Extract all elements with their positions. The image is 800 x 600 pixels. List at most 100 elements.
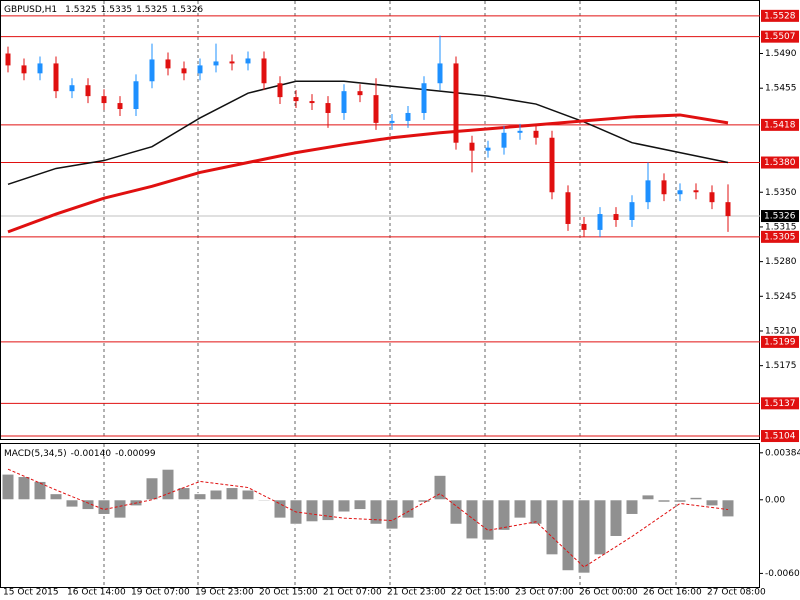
histogram-bar [481, 499, 495, 541]
histogram-bar [193, 493, 207, 501]
candle-body [565, 192, 571, 224]
histogram-bar [49, 493, 63, 501]
candle-body [597, 214, 603, 230]
histogram-bar [513, 499, 527, 519]
y-tick-label: 0.00 [765, 495, 785, 505]
histogram-bar [305, 499, 319, 523]
histogram-bar [145, 477, 159, 501]
level-label: 1.5137 [764, 399, 796, 409]
level-label: 1.5380 [764, 158, 796, 168]
x-tick-label: 20 Oct 15:00 [259, 588, 318, 598]
y-tick-label: 1.5455 [765, 84, 797, 94]
candle-body [197, 65, 203, 74]
histogram-bar [673, 499, 687, 503]
histogram-bar [161, 468, 175, 501]
macd-title: MACD(5,34,5) -0.00140 -0.00099 [4, 449, 156, 459]
histogram-bar [657, 499, 671, 503]
histogram-bar [577, 499, 591, 574]
candle-body [277, 83, 283, 98]
candle-body [85, 85, 91, 97]
histogram-bar [273, 499, 287, 519]
readout: -0.00099 [115, 449, 156, 459]
x-tick-label: 19 Oct 23:00 [195, 588, 254, 598]
histogram-bar [625, 499, 639, 515]
candle-body [533, 130, 539, 138]
candle-body [149, 59, 155, 82]
readout: -0.00140 [71, 449, 112, 459]
candle-body [629, 202, 635, 220]
y-tick-label: 1.5315 [765, 222, 797, 232]
y-tick-label: 1.5490 [765, 49, 797, 59]
moving-average [7, 80, 729, 186]
level-label: 1.5418 [764, 120, 796, 130]
level-label: 1.5507 [764, 32, 796, 42]
x-tick-label: 15 Oct 2015 [3, 588, 59, 598]
level-tag [761, 430, 799, 443]
x-tick-label: 22 Oct 15:00 [451, 588, 510, 598]
histogram-bar [65, 499, 79, 508]
histogram-bar [497, 499, 511, 531]
candle-body [485, 147, 491, 151]
histogram-bar [353, 499, 367, 511]
histogram-bar [641, 494, 655, 501]
y-tick-label: 1.5175 [765, 361, 797, 371]
candle-body [693, 190, 699, 193]
quote: 1.5325 [136, 5, 168, 15]
y-tick-label: 1.5280 [765, 257, 797, 267]
histogram-bar [385, 499, 399, 530]
candle-body [725, 202, 731, 217]
moving-average [7, 113, 729, 234]
level-label: 1.5305 [764, 232, 796, 242]
x-tick-label: 27 Oct 08:00 [707, 588, 766, 598]
histogram-bar [241, 489, 255, 501]
level-tag [761, 30, 799, 43]
histogram-bar [561, 499, 575, 572]
candle-body [181, 68, 187, 74]
level-label: 1.5199 [764, 337, 796, 347]
main-frame [0, 0, 760, 440]
candle-body [549, 137, 555, 193]
histogram-bar [433, 474, 447, 501]
histogram-bar [369, 499, 383, 525]
title: GBPUSD,H1 [4, 5, 57, 15]
histogram-bar [33, 480, 47, 501]
level-tag [761, 156, 799, 169]
candle-body [389, 120, 395, 123]
quote: 1.5325 [65, 5, 97, 15]
title: MACD(5,34,5) [4, 449, 67, 459]
level-label: 1.5104 [764, 432, 796, 442]
candle-body [501, 132, 507, 148]
candle-body [309, 101, 315, 104]
x-tick-label: 19 Oct 07:00 [131, 588, 190, 598]
candle-body [709, 192, 715, 203]
x-tick-label: 26 Oct 16:00 [643, 588, 702, 598]
candle-body [261, 58, 267, 84]
candle-body [133, 81, 139, 110]
histogram-bar [1, 473, 15, 501]
level-tag [761, 335, 799, 348]
candle-body [325, 103, 331, 113]
level-tag [761, 230, 799, 243]
candle-body [165, 59, 171, 69]
candle-body [69, 85, 75, 92]
histogram-bar [337, 499, 351, 513]
histogram-bar [321, 499, 335, 522]
candle-body [101, 96, 107, 104]
histogram-bar [689, 496, 703, 501]
histogram-bar [113, 499, 127, 519]
symbol-title: GBPUSD,H1 1.5325 1.5335 1.5325 1.5326 [4, 5, 203, 15]
quote: 1.5335 [101, 5, 133, 15]
candle-body [437, 63, 443, 84]
level-tag [761, 9, 799, 22]
y-tick-label: 1.5245 [765, 292, 797, 302]
histogram-bar [17, 476, 31, 501]
candle-body [405, 112, 411, 121]
x-tick-label: 21 Oct 23:00 [387, 588, 446, 598]
histogram-bar [257, 499, 271, 502]
histogram-bar [449, 499, 463, 525]
candle-body [245, 58, 251, 64]
candle-body [213, 61, 219, 66]
x-tick-label: 21 Oct 07:00 [323, 588, 382, 598]
candle-body [677, 190, 683, 195]
candle-body [37, 63, 43, 74]
